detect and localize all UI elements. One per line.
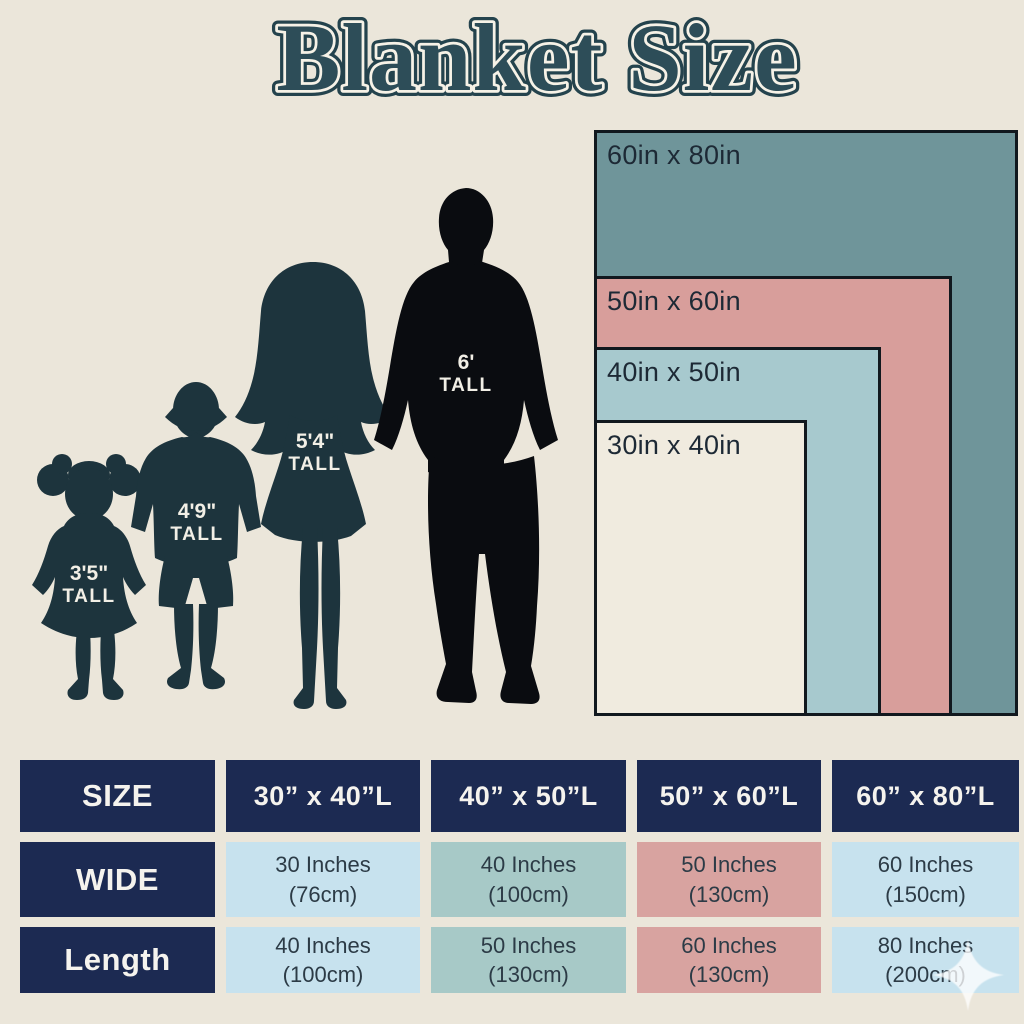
girl-height-tall: TALL <box>62 586 116 608</box>
length-value-30x40: 40 Inches <box>275 932 371 958</box>
wide-cm-50x60: (130cm) <box>688 881 770 907</box>
cell-length-50x60: 60 Inches (130cm) <box>637 927 821 993</box>
woman-height-tall: TALL <box>288 454 342 476</box>
blanket-size-label-40x50: 40in x 50in <box>607 357 741 387</box>
woman-height-label: 5'4" TALL <box>288 430 341 476</box>
sparkle-icon <box>932 939 1004 1011</box>
man-silhouette <box>374 188 558 704</box>
man-height-value: 6' <box>457 351 475 374</box>
woman-height-value: 5'4" <box>295 430 335 453</box>
boy-height-tall: TALL <box>170 524 224 546</box>
cell-wide-50x60: 50 Inches (130cm) <box>637 842 821 917</box>
page-title-text: Blanket Size <box>276 4 797 111</box>
cell-wide-60x80: 60 Inches (150cm) <box>832 842 1019 917</box>
page-title-outline: Blanket Size <box>276 4 797 111</box>
man-height-tall: TALL <box>439 375 493 397</box>
woman-silhouette <box>235 262 391 709</box>
col-header-40x50: 40” x 50”L <box>431 760 626 832</box>
col-header-50x60: 50” x 60”L <box>637 760 821 832</box>
cell-length-40x50: 50 Inches (130cm) <box>431 927 626 993</box>
col-header-60x80: 60” x 80”L <box>832 760 1019 832</box>
row-label-length: Length <box>20 927 215 993</box>
blanket-size-label-50x60: 50in x 60in <box>607 286 741 316</box>
cell-wide-40x50: 40 Inches (100cm) <box>431 842 626 917</box>
wide-value-30x40: 30 Inches <box>275 852 371 878</box>
blanket-rect-30x40: 30in x 40in <box>594 420 807 716</box>
wide-value-60x80: 60 Inches <box>877 852 974 878</box>
wide-value-40x50: 40 Inches <box>480 852 577 878</box>
wide-value-50x60: 50 Inches <box>681 852 777 878</box>
girl-silhouette <box>32 454 146 700</box>
length-cm-50x60: (130cm) <box>688 962 770 987</box>
cell-wide-30x40: 30 Inches (76cm) <box>226 842 420 917</box>
length-value-40x50: 50 Inches <box>480 932 577 958</box>
size-table: SIZE 30” x 40”L 40” x 50”L 50” x 60”L 60… <box>20 760 1019 993</box>
wide-cm-40x50: (100cm) <box>488 881 569 907</box>
cell-length-60x80: 80 Inches (200cm) <box>832 927 1019 993</box>
length-value-60x80: 80 Inches <box>877 932 974 958</box>
blanket-size-label-30x40: 30in x 40in <box>607 430 741 460</box>
blanket-size-label-60x80: 60in x 80in <box>607 140 741 170</box>
row-label-size: SIZE <box>20 760 215 832</box>
boy-silhouette <box>131 382 261 690</box>
girl-height-value: 3'5" <box>69 562 109 585</box>
page-title: Blanket Size Blanket Size <box>270 0 802 117</box>
length-cm-30x40: (100cm) <box>282 962 364 987</box>
cell-length-30x40: 40 Inches (100cm) <box>226 927 420 993</box>
length-cm-40x50: (130cm) <box>488 962 569 987</box>
length-value-50x60: 60 Inches <box>681 932 777 958</box>
man-height-label: 6' TALL <box>439 351 492 397</box>
wide-cm-60x80: (150cm) <box>885 881 966 907</box>
wide-cm-30x40: (76cm) <box>288 881 358 907</box>
boy-height-label: 4'9" TALL <box>170 500 223 546</box>
boy-height-value: 4'9" <box>177 500 217 523</box>
girl-height-label: 3'5" TALL <box>62 562 115 608</box>
row-label-wide: WIDE <box>20 842 215 917</box>
col-header-30x40: 30” x 40”L <box>226 760 420 832</box>
